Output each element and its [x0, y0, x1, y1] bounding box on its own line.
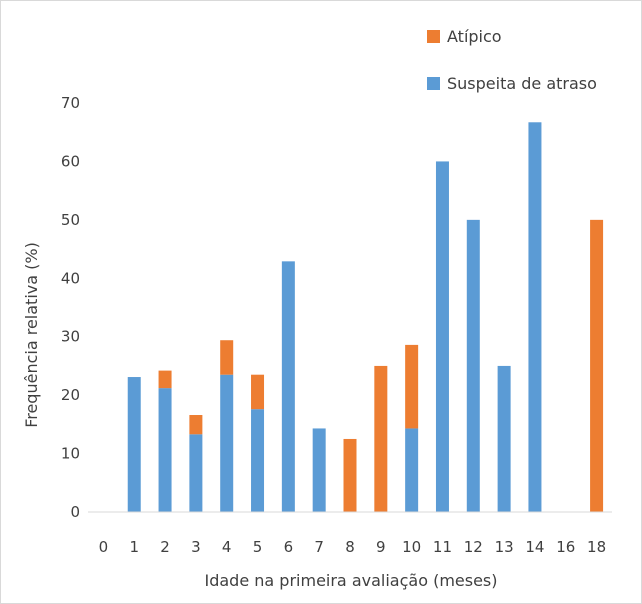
- bar-atipico-18: [590, 219, 604, 512]
- x-axis-title: Idade na primeira avaliação (meses): [205, 571, 498, 590]
- y-tick-label: 50: [61, 211, 80, 229]
- x-tick-label: 3: [191, 538, 201, 556]
- bar-suspeita-de-atraso-14: [528, 122, 542, 512]
- bar-atipico-8: [343, 438, 357, 512]
- x-tick-label: 2: [160, 538, 170, 556]
- x-tick-label: 12: [464, 538, 483, 556]
- y-axis-title: Frequência relativa (%): [22, 242, 41, 428]
- x-tick-label: 0: [99, 538, 109, 556]
- bar-suspeita-de-atraso-4: [220, 374, 234, 512]
- x-tick-label: 9: [376, 538, 386, 556]
- x-tick-label: 10: [402, 538, 421, 556]
- bar-suspeita-de-atraso-5: [251, 409, 265, 512]
- x-tick-label: 16: [556, 538, 575, 556]
- y-tick-label: 70: [61, 94, 80, 112]
- bar-suspeita-de-atraso-7: [312, 428, 326, 512]
- bar-atipico-3: [189, 415, 203, 435]
- y-tick-label: 30: [61, 328, 80, 346]
- y-tick-label: 60: [61, 152, 80, 170]
- y-tick-label: 0: [70, 503, 80, 521]
- bar-atipico-2: [158, 370, 172, 389]
- bar-atipico-5: [251, 374, 265, 410]
- bar-suspeita-de-atraso-10: [405, 428, 419, 512]
- bar-suspeita-de-atraso-11: [435, 161, 449, 512]
- x-tick-label: 5: [253, 538, 263, 556]
- legend: Atípico Suspeita de atraso: [427, 27, 597, 93]
- bar-suspeita-de-atraso-3: [189, 434, 203, 512]
- legend-label-suspeita-de-atraso: Suspeita de atraso: [447, 74, 597, 93]
- bar-suspeita-de-atraso-13: [497, 365, 511, 512]
- x-tick-label: 13: [495, 538, 514, 556]
- bar-atipico-10: [405, 344, 419, 429]
- bar-suspeita-de-atraso-2: [158, 388, 172, 512]
- x-tick-label: 6: [284, 538, 294, 556]
- legend-swatch-atipico: [427, 30, 440, 43]
- legend-label-atipico: Atípico: [447, 27, 502, 46]
- y-tick-label: 20: [61, 386, 80, 404]
- bar-suspeita-de-atraso-6: [281, 261, 295, 512]
- bar-suspeita-de-atraso-1: [127, 377, 141, 512]
- x-tick-label: 18: [587, 538, 606, 556]
- bar-suspeita-de-atraso-12: [466, 219, 480, 512]
- legend-swatch-suspeita-de-atraso: [427, 77, 440, 90]
- bar-atipico-4: [220, 340, 234, 375]
- x-tick-label: 8: [345, 538, 355, 556]
- y-tick-label: 40: [61, 269, 80, 287]
- bars: [127, 122, 604, 512]
- x-axis-ticks: 0 1 2 3 4 5 6 7 8 9 10 11 12 13 14 16 18: [99, 538, 606, 556]
- x-tick-label: 1: [129, 538, 139, 556]
- y-tick-label: 10: [61, 445, 80, 463]
- bar-atipico-9: [374, 365, 388, 512]
- y-axis-ticks: 0 10 20 30 40 50 60 70: [61, 94, 80, 521]
- x-tick-label: 7: [314, 538, 324, 556]
- x-tick-label: 4: [222, 538, 232, 556]
- x-tick-label: 11: [433, 538, 452, 556]
- x-tick-label: 14: [525, 538, 544, 556]
